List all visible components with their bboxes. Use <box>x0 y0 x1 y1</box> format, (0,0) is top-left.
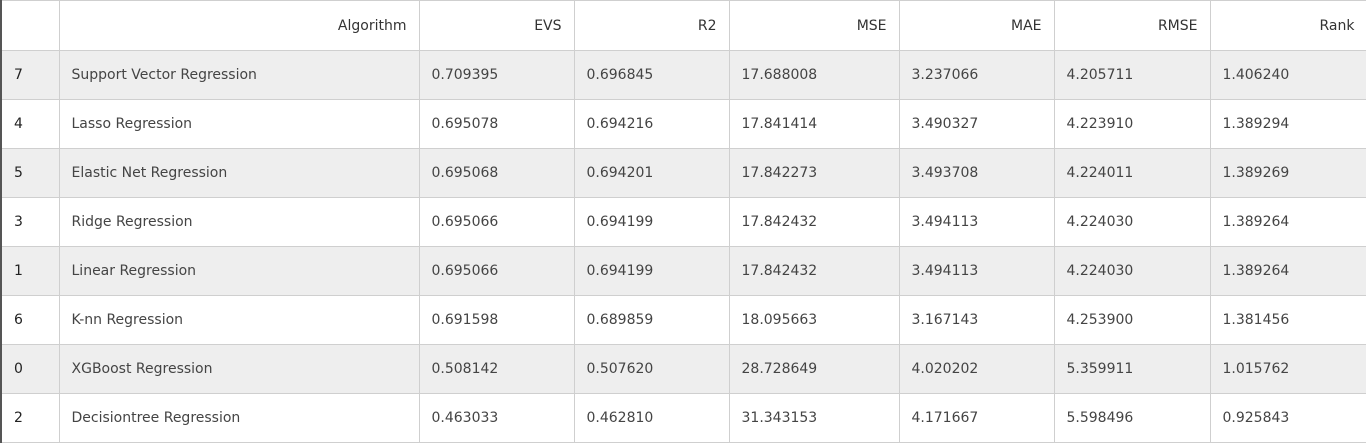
row-index: 7 <box>0 50 60 100</box>
cell-evs: 0.695066 <box>418 246 575 296</box>
cell-mse: 17.842432 <box>728 246 900 296</box>
cell-rank: 1.015762 <box>1209 344 1366 394</box>
table-header: Algorithm EVS R2 MSE MAE RMSE Rank <box>0 0 1366 51</box>
cell-r2: 0.462810 <box>573 393 730 443</box>
cell-rmse: 4.223910 <box>1053 99 1211 149</box>
cell-rmse: 4.224011 <box>1053 148 1211 198</box>
header-mse: MSE <box>728 0 900 51</box>
cell-rmse: 4.253900 <box>1053 295 1211 345</box>
cell-rank: 1.389264 <box>1209 197 1366 247</box>
cell-r2: 0.694199 <box>573 246 730 296</box>
cell-r2: 0.696845 <box>573 50 730 100</box>
row-index: 2 <box>0 393 60 443</box>
row-index: 4 <box>0 99 60 149</box>
cell-mae: 4.020202 <box>898 344 1055 394</box>
cell-mse: 31.343153 <box>728 393 900 443</box>
row-index: 3 <box>0 197 60 247</box>
cell-algorithm: Ridge Regression <box>58 197 420 247</box>
header-index <box>0 0 60 51</box>
cell-mse: 17.841414 <box>728 99 900 149</box>
cell-rank: 1.389269 <box>1209 148 1366 198</box>
cell-mse: 28.728649 <box>728 344 900 394</box>
row-index: 6 <box>0 295 60 345</box>
table-row: 6 K-nn Regression 0.691598 0.689859 18.0… <box>0 295 1366 345</box>
cell-r2: 0.694201 <box>573 148 730 198</box>
cell-mse: 17.842432 <box>728 197 900 247</box>
cell-evs: 0.709395 <box>418 50 575 100</box>
cell-mse: 17.688008 <box>728 50 900 100</box>
table-row: 4 Lasso Regression 0.695078 0.694216 17.… <box>0 99 1366 149</box>
cell-mse: 17.842273 <box>728 148 900 198</box>
cell-rmse: 5.598496 <box>1053 393 1211 443</box>
cell-algorithm: XGBoost Regression <box>58 344 420 394</box>
table-row: 7 Support Vector Regression 0.709395 0.6… <box>0 50 1366 100</box>
table-body: 7 Support Vector Regression 0.709395 0.6… <box>0 50 1366 443</box>
cell-mae: 3.167143 <box>898 295 1055 345</box>
table-row: 5 Elastic Net Regression 0.695068 0.6942… <box>0 148 1366 198</box>
table-row: 0 XGBoost Regression 0.508142 0.507620 2… <box>0 344 1366 394</box>
table-row: 3 Ridge Regression 0.695066 0.694199 17.… <box>0 197 1366 247</box>
header-row: Algorithm EVS R2 MSE MAE RMSE Rank <box>0 0 1366 51</box>
cell-evs: 0.695078 <box>418 99 575 149</box>
cell-mse: 18.095663 <box>728 295 900 345</box>
cell-evs: 0.463033 <box>418 393 575 443</box>
cell-r2: 0.507620 <box>573 344 730 394</box>
cell-algorithm: Lasso Regression <box>58 99 420 149</box>
cell-evs: 0.695066 <box>418 197 575 247</box>
cell-mae: 3.237066 <box>898 50 1055 100</box>
header-algorithm: Algorithm <box>58 0 420 51</box>
cell-rank: 1.381456 <box>1209 295 1366 345</box>
cell-mae: 4.171667 <box>898 393 1055 443</box>
cell-r2: 0.694216 <box>573 99 730 149</box>
cell-rmse: 4.224030 <box>1053 246 1211 296</box>
cell-rank: 1.389294 <box>1209 99 1366 149</box>
cell-rmse: 4.205711 <box>1053 50 1211 100</box>
cell-rank: 1.406240 <box>1209 50 1366 100</box>
row-index: 0 <box>0 344 60 394</box>
cell-algorithm: Linear Regression <box>58 246 420 296</box>
table-row: 1 Linear Regression 0.695066 0.694199 17… <box>0 246 1366 296</box>
header-evs: EVS <box>418 0 575 51</box>
cell-evs: 0.508142 <box>418 344 575 394</box>
cell-mae: 3.493708 <box>898 148 1055 198</box>
header-rank: Rank <box>1209 0 1366 51</box>
header-mae: MAE <box>898 0 1055 51</box>
cell-rank: 1.389264 <box>1209 246 1366 296</box>
cell-r2: 0.694199 <box>573 197 730 247</box>
cell-algorithm: Decisiontree Regression <box>58 393 420 443</box>
cell-mae: 3.494113 <box>898 246 1055 296</box>
header-r2: R2 <box>573 0 730 51</box>
cell-mae: 3.490327 <box>898 99 1055 149</box>
cell-r2: 0.689859 <box>573 295 730 345</box>
cell-algorithm: K-nn Regression <box>58 295 420 345</box>
table-row: 2 Decisiontree Regression 0.463033 0.462… <box>0 393 1366 443</box>
cell-algorithm: Support Vector Regression <box>58 50 420 100</box>
header-rmse: RMSE <box>1053 0 1211 51</box>
cell-evs: 0.695068 <box>418 148 575 198</box>
cell-rmse: 4.224030 <box>1053 197 1211 247</box>
cell-evs: 0.691598 <box>418 295 575 345</box>
cell-mae: 3.494113 <box>898 197 1055 247</box>
row-index: 5 <box>0 148 60 198</box>
cell-rank: 0.925843 <box>1209 393 1366 443</box>
cell-rmse: 5.359911 <box>1053 344 1211 394</box>
cell-algorithm: Elastic Net Regression <box>58 148 420 198</box>
row-index: 1 <box>0 246 60 296</box>
